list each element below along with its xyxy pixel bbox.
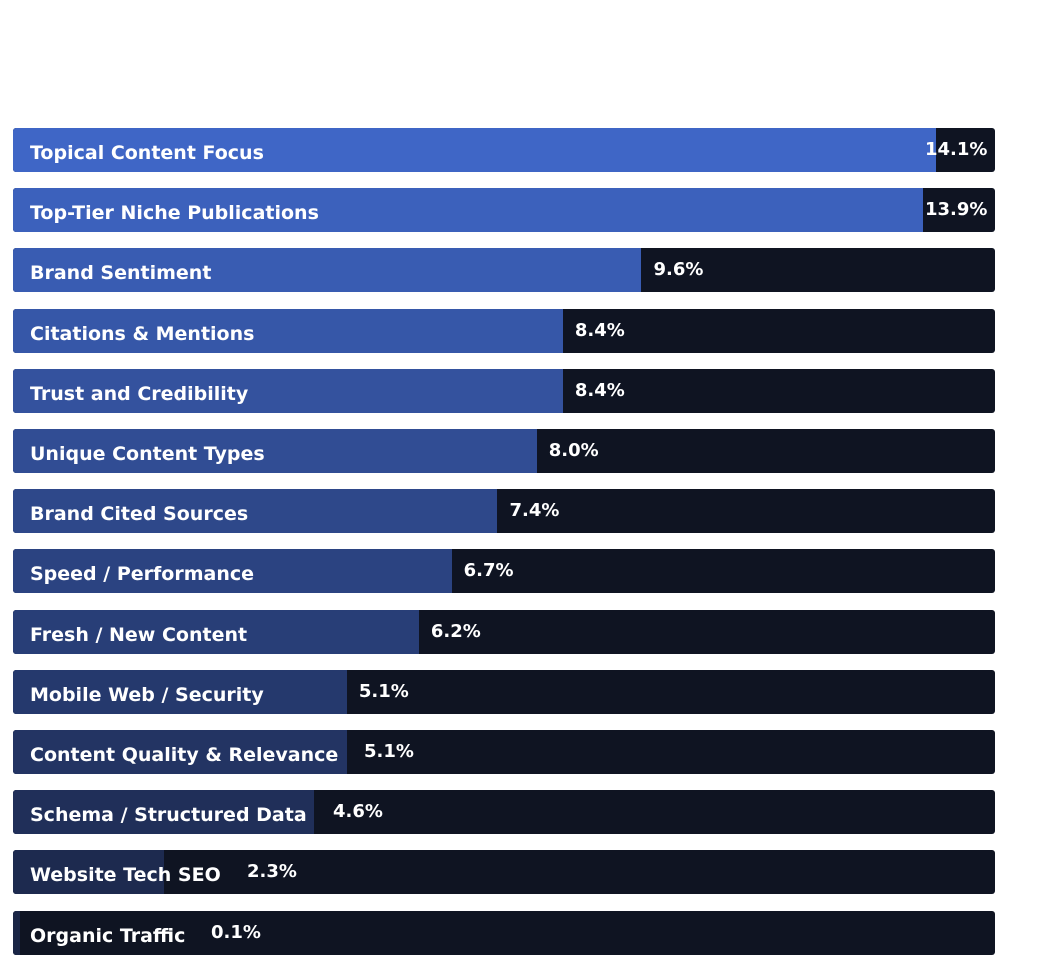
bar [13,489,498,534]
bar-value-label: 2.3% [247,861,297,883]
bar-track: Top-Tier Niche Publications 13.9% [13,188,995,233]
bar [13,730,347,774]
bar-track: Citations & Mentions 8.4% [13,308,995,353]
bar-category-label: Website Tech SEO [30,864,221,887]
bar-track: Speed / Performance 6.7% [13,549,995,594]
bar-track: Website Tech SEO 2.3% [13,850,995,895]
bar-value-label: 7.4% [509,500,560,522]
bar-track: Content Quality & Relevance 5.1% [13,730,995,774]
bar [13,308,563,353]
bar-category-label: Top-Tier Niche Publications [30,202,319,225]
bar-value-label: 8.0% [548,440,599,461]
bar-value-label: 5.1% [358,680,409,702]
bar [13,669,347,714]
bar-track: Organic Traffic 0.1% [13,910,995,955]
bar-track: Schema / Structured Data 4.6% [13,790,995,835]
bar-value-label: 6.2% [430,620,481,642]
bar-category-label: Schema / Structured Data [30,804,307,827]
bar-category-label: Content Quality & Relevance [30,744,339,766]
bar-track: Trust and Credibility 8.4% [13,368,995,413]
bar-category-label: Fresh / New Content [30,623,248,646]
bar-category-label: Organic Traffic [30,924,186,947]
bar [13,368,563,413]
bar [13,429,537,473]
bar-category-label: Unique Content Types [30,443,265,465]
bar-category-label: Brand Cited Sources [30,503,249,526]
bar-value-label: 5.1% [364,741,414,762]
bar-category-label: Speed / Performance [30,563,254,586]
bar-category-label: Citations & Mentions [30,322,255,345]
bar [13,248,642,293]
bar-value-label: 9.6% [653,259,704,281]
bar-track: Brand Cited Sources 7.4% [13,489,995,534]
bar-track: Fresh / New Content 6.2% [13,609,995,654]
bar-value-label: 8.4% [574,319,625,341]
bar-category-label: Mobile Web / Security [30,683,264,706]
bar-value-label: 8.4% [574,379,625,401]
bar-track: Unique Content Types 8.0% [13,429,995,473]
bar-category-label: Brand Sentiment [30,262,212,285]
bar [13,128,937,172]
bar-category-label: Topical Content Focus [30,142,264,164]
bar-track: Topical Content Focus 14.1% [13,128,995,172]
bar [13,609,419,654]
bar-value-label: 13.9% [925,199,988,221]
bar-track: Mobile Web / Security 5.1% [13,669,995,714]
bar-value-label: 6.7% [463,560,514,582]
bar [13,549,452,594]
bar-track: Brand Sentiment 9.6% [13,248,995,293]
bar [13,850,164,895]
bar [13,188,923,233]
bar [13,790,315,835]
bar-value-label: 4.6% [333,801,383,823]
bar [13,910,20,955]
bar-value-label: 0.1% [211,921,261,943]
bar-value-label: 14.1% [925,139,988,160]
bar-category-label: Trust and Credibility [30,382,249,405]
